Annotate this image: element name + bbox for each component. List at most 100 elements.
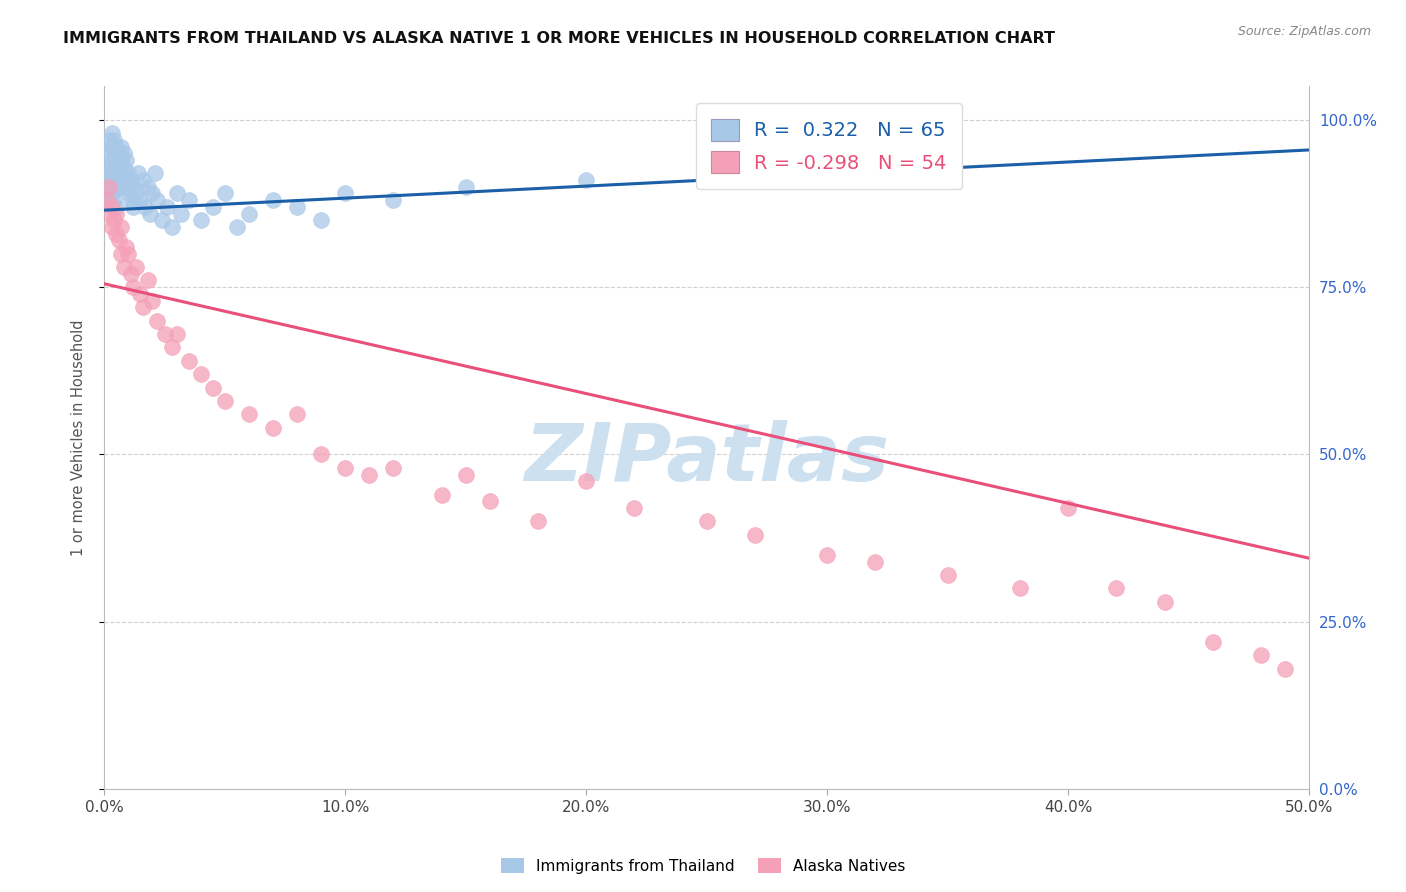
Point (285, 200, 308, 214)
Point (117, 246, 139, 260)
Point (285, 407, 308, 421)
Point (103, 193, 125, 207)
Point (112, 179, 135, 194)
Point (309, 448, 332, 462)
Point (100, 153, 122, 167)
Point (105, 227, 128, 241)
Legend: R =  0.322   N = 65, R = -0.298   N = 54: R = 0.322 N = 65, R = -0.298 N = 54 (696, 103, 962, 189)
Point (150, 213, 173, 227)
Point (190, 367, 212, 381)
Point (166, 326, 188, 341)
Text: Source: ZipAtlas.com: Source: ZipAtlas.com (1237, 25, 1371, 38)
Point (103, 166, 125, 180)
Point (112, 146, 135, 161)
Point (170, 206, 193, 220)
Point (143, 166, 166, 180)
Point (865, 160, 887, 174)
Point (124, 260, 146, 274)
Point (936, 568, 959, 582)
Point (100, 186, 122, 201)
Legend: Immigrants from Thailand, Alaska Natives: Immigrants from Thailand, Alaska Natives (495, 852, 911, 880)
Point (865, 555, 887, 569)
Point (132, 173, 155, 187)
Point (815, 548, 838, 562)
Point (454, 467, 477, 482)
Point (201, 380, 224, 394)
Point (1105, 582, 1128, 596)
Point (160, 219, 183, 234)
Point (262, 420, 284, 434)
Text: IMMIGRANTS FROM THAILAND VS ALASKA NATIVE 1 OR MORE VEHICLES IN HOUSEHOLD CORREL: IMMIGRANTS FROM THAILAND VS ALASKA NATIV… (63, 31, 1056, 46)
Point (98, 179, 121, 194)
Point (100, 219, 122, 234)
Point (129, 286, 152, 301)
Point (478, 494, 501, 508)
Point (696, 515, 718, 529)
Point (1250, 648, 1272, 663)
Point (112, 160, 135, 174)
Point (575, 173, 598, 187)
Point (744, 528, 766, 542)
Point (117, 166, 139, 180)
Y-axis label: 1 or more Vehicles in Household: 1 or more Vehicles in Household (72, 319, 86, 556)
Point (120, 173, 142, 187)
Point (112, 260, 135, 274)
Point (110, 153, 132, 167)
Point (1057, 501, 1080, 516)
Point (201, 200, 224, 214)
Point (98, 133, 121, 147)
Point (103, 213, 125, 227)
Point (105, 206, 128, 220)
Point (139, 206, 162, 220)
Point (160, 340, 183, 354)
Point (107, 179, 129, 194)
Point (359, 467, 381, 482)
Point (103, 133, 125, 147)
Point (141, 186, 163, 201)
Point (122, 200, 145, 214)
Point (382, 461, 405, 475)
Point (335, 186, 357, 201)
Point (309, 213, 332, 227)
Point (110, 173, 132, 187)
Point (1274, 662, 1296, 676)
Point (141, 293, 163, 308)
Point (190, 213, 212, 227)
Point (120, 193, 142, 207)
Point (100, 139, 122, 153)
Point (177, 193, 200, 207)
Point (623, 501, 645, 516)
Point (100, 173, 122, 187)
Point (382, 193, 405, 207)
Point (98, 160, 121, 174)
Point (127, 166, 149, 180)
Point (225, 219, 247, 234)
Point (107, 160, 129, 174)
Point (1008, 582, 1031, 596)
Point (100, 126, 122, 140)
Point (238, 407, 260, 421)
Point (146, 193, 169, 207)
Point (214, 393, 236, 408)
Point (136, 273, 159, 287)
Point (124, 186, 146, 201)
Point (122, 280, 145, 294)
Point (98, 146, 121, 161)
Point (103, 146, 125, 161)
Point (166, 186, 188, 201)
Point (129, 193, 152, 207)
Point (115, 240, 138, 254)
Point (98, 206, 121, 220)
Point (122, 179, 145, 194)
Point (100, 200, 122, 214)
Point (96, 166, 118, 180)
Point (96, 193, 118, 207)
Point (136, 179, 159, 194)
Point (575, 475, 598, 489)
Point (98, 179, 121, 194)
Point (110, 246, 132, 260)
Point (120, 267, 142, 281)
Point (177, 353, 200, 368)
Point (105, 173, 128, 187)
Point (238, 206, 260, 220)
